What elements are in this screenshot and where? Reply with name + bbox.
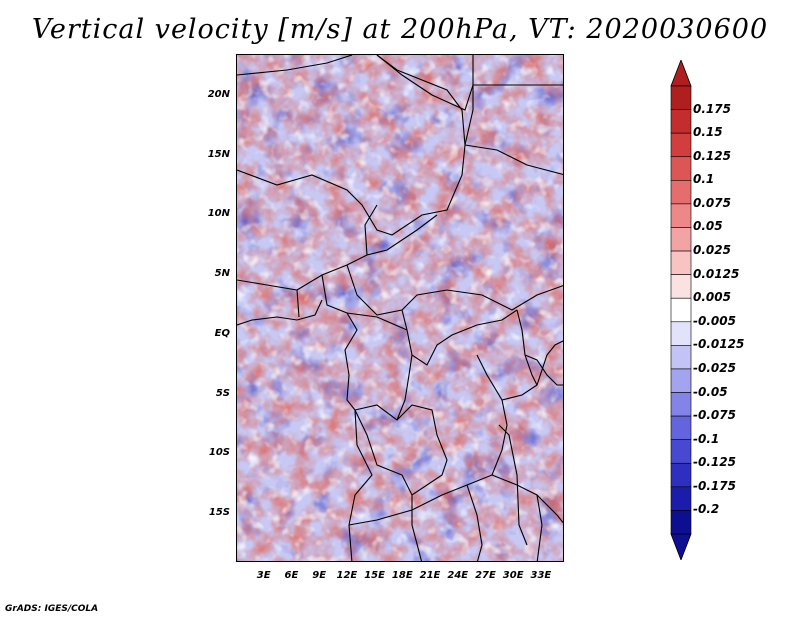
colorbar-segment (670, 392, 692, 417)
lon-label: 6E (284, 570, 299, 581)
lon-label: 27E (475, 570, 496, 581)
colorbar-label: 0.15 (693, 125, 723, 140)
colorbar-label: 0.0125 (693, 266, 740, 281)
colorbar (670, 60, 692, 560)
colorbar-segment (670, 132, 692, 158)
colorbar-segment (670, 227, 692, 252)
colorbar-label: -0.005 (693, 313, 736, 328)
colorbar-label: -0.125 (693, 455, 736, 470)
lon-label: 12E (336, 570, 358, 581)
lon-label: 3E (256, 570, 271, 581)
colorbar-label: 0.075 (693, 195, 731, 210)
colorbar-label: -0.05 (693, 384, 728, 399)
colorbar-segment (670, 109, 692, 134)
lon-label: 9E (312, 570, 327, 581)
colorbar-label: 0.025 (693, 243, 731, 258)
colorbar-label: 0.125 (693, 148, 731, 163)
country-borders (237, 55, 563, 561)
colorbar-label: 0.05 (693, 219, 723, 234)
colorbar-top-arrow (670, 60, 692, 87)
lat-label: 20N (207, 88, 230, 100)
lon-label: 18E (391, 570, 413, 581)
colorbar-segment (670, 203, 692, 228)
colorbar-segment (670, 439, 692, 464)
lat-label: EQ (214, 327, 230, 339)
colorbar-label: -0.1 (693, 431, 720, 446)
colorbar-segment (670, 180, 692, 205)
lat-label: 5N (214, 268, 230, 280)
colorbar-segment (670, 274, 692, 299)
colorbar-segment (670, 462, 692, 488)
lon-label: 21E (419, 570, 441, 581)
colorbar-label: 0.005 (693, 290, 731, 305)
colorbar-segment (670, 85, 692, 110)
lon-label: 33E (530, 570, 552, 581)
map-canvas (237, 55, 563, 561)
colorbar-segment (670, 156, 692, 181)
lat-label: 5S (215, 387, 230, 399)
colorbar-segment (670, 510, 692, 535)
lon-label: 15E (364, 570, 385, 581)
colorbar-segment (670, 321, 692, 346)
lat-label: 15S (208, 507, 230, 519)
colorbar-segment (670, 297, 692, 323)
colorbar-label: -0.2 (693, 502, 720, 517)
colorbar-label: -0.175 (693, 478, 736, 493)
colorbar-label: -0.0125 (693, 337, 745, 352)
colorbar-segment (670, 250, 692, 275)
lon-label: 30E (502, 570, 524, 581)
lat-label: 15N (207, 148, 230, 160)
colorbar-label: -0.075 (693, 408, 736, 423)
velocity-map (236, 54, 564, 562)
colorbar-segment (670, 486, 692, 511)
lon-label: 24E (447, 570, 469, 581)
colorbar-label: -0.025 (693, 360, 736, 375)
colorbar-segment (670, 345, 692, 370)
colorbar-label: 0.175 (693, 101, 731, 116)
colorbar-bottom-arrow (670, 533, 692, 560)
colorbar-segment (670, 368, 692, 393)
lat-label: 10S (208, 447, 230, 459)
colorbar-segment (670, 415, 692, 440)
lat-label: 10N (207, 208, 230, 220)
colorbar-label: 0.1 (693, 172, 715, 187)
grads-credit: GrADS: IGES/COLA (5, 604, 99, 614)
chart-title: Vertical velocity [m/s] at 200hPa, VT: 2… (31, 14, 769, 45)
